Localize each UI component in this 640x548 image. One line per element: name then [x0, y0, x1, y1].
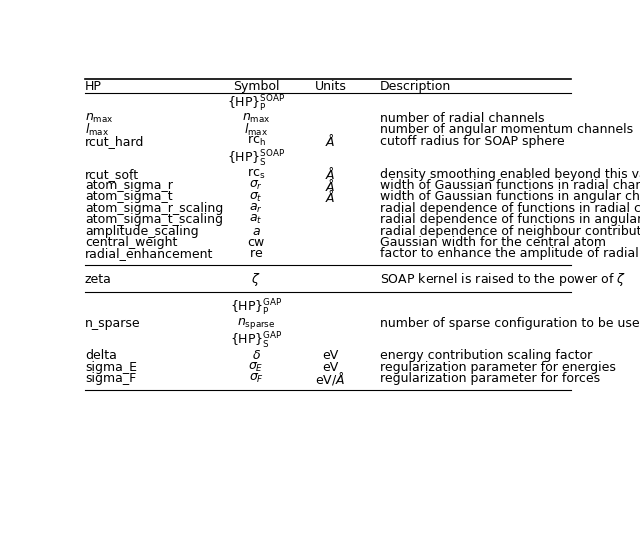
Text: cutoff radius for SOAP sphere: cutoff radius for SOAP sphere — [380, 135, 564, 148]
Text: radial dependence of neighbour contribution: radial dependence of neighbour contribut… — [380, 225, 640, 238]
Text: SOAP kernel is raised to the power of $\zeta$: SOAP kernel is raised to the power of $\… — [380, 271, 627, 288]
Text: width of Gaussian functions in angular channels: width of Gaussian functions in angular c… — [380, 191, 640, 203]
Text: number of radial channels: number of radial channels — [380, 112, 545, 125]
Text: n_sparse: n_sparse — [85, 317, 141, 330]
Text: $\sigma_r$: $\sigma_r$ — [249, 179, 263, 192]
Text: Symbol: Symbol — [233, 79, 279, 93]
Text: sigma_F: sigma_F — [85, 372, 136, 385]
Text: atom_sigma_r: atom_sigma_r — [85, 179, 173, 192]
Text: regularization parameter for forces: regularization parameter for forces — [380, 372, 600, 385]
Text: regularization parameter for energies: regularization parameter for energies — [380, 361, 616, 374]
Text: number of angular momentum channels: number of angular momentum channels — [380, 123, 633, 136]
Text: $n_{\mathrm{sparse}}$: $n_{\mathrm{sparse}}$ — [237, 316, 275, 330]
Text: Gaussian width for the central atom: Gaussian width for the central atom — [380, 236, 606, 249]
Text: Description: Description — [380, 79, 451, 93]
Text: energy contribution scaling factor: energy contribution scaling factor — [380, 349, 593, 362]
Text: Units: Units — [314, 79, 346, 93]
Text: $\{\mathrm{HP}\}_{\mathrm{S}}^{\mathrm{GAP}}$: $\{\mathrm{HP}\}_{\mathrm{S}}^{\mathrm{G… — [230, 331, 282, 351]
Text: delta: delta — [85, 349, 117, 362]
Text: eV: eV — [323, 349, 339, 362]
Text: zeta: zeta — [85, 273, 112, 286]
Text: $\{\mathrm{HP}\}_{\mathrm{P}}^{\mathrm{SOAP}}$: $\{\mathrm{HP}\}_{\mathrm{P}}^{\mathrm{S… — [227, 94, 285, 114]
Text: $\{\mathrm{HP}\}_{\mathrm{P}}^{\mathrm{GAP}}$: $\{\mathrm{HP}\}_{\mathrm{P}}^{\mathrm{G… — [230, 298, 282, 318]
Text: $n_{\mathrm{max}}$: $n_{\mathrm{max}}$ — [85, 112, 114, 125]
Text: rcut_hard: rcut_hard — [85, 135, 145, 148]
Text: HP: HP — [85, 79, 102, 93]
Text: $\{\mathrm{HP}\}_{\mathrm{S}}^{\mathrm{SOAP}}$: $\{\mathrm{HP}\}_{\mathrm{S}}^{\mathrm{S… — [227, 150, 285, 169]
Text: $\mathrm{re}$: $\mathrm{re}$ — [249, 248, 263, 260]
Text: $\AA$: $\AA$ — [325, 178, 335, 193]
Text: amplitude_scaling: amplitude_scaling — [85, 225, 198, 238]
Text: rcut_soft: rcut_soft — [85, 168, 139, 181]
Text: $l_{\mathrm{max}}$: $l_{\mathrm{max}}$ — [244, 122, 268, 138]
Text: number of sparse configuration to be used: number of sparse configuration to be use… — [380, 317, 640, 330]
Text: factor to enhance the amplitude of radial Gaussians: factor to enhance the amplitude of radia… — [380, 248, 640, 260]
Text: density smoothing enabled beyond this value: density smoothing enabled beyond this va… — [380, 168, 640, 181]
Text: radial_enhancement: radial_enhancement — [85, 248, 213, 260]
Text: $\sigma_t$: $\sigma_t$ — [249, 191, 263, 203]
Text: $a_t$: $a_t$ — [250, 213, 263, 226]
Text: radial dependence of functions in radial channels: radial dependence of functions in radial… — [380, 202, 640, 215]
Text: $l_{\mathrm{max}}$: $l_{\mathrm{max}}$ — [85, 122, 109, 138]
Text: $\AA$: $\AA$ — [325, 166, 335, 182]
Text: atom_sigma_t: atom_sigma_t — [85, 191, 173, 203]
Text: $\mathrm{rc}_{\mathrm{h}}$: $\mathrm{rc}_{\mathrm{h}}$ — [246, 134, 266, 149]
Text: $\AA$: $\AA$ — [325, 133, 335, 149]
Text: $\delta$: $\delta$ — [252, 349, 260, 362]
Text: $n_{\mathrm{max}}$: $n_{\mathrm{max}}$ — [242, 112, 271, 125]
Text: $a$: $a$ — [252, 225, 260, 238]
Text: central_weight: central_weight — [85, 236, 177, 249]
Text: radial dependence of functions in angular channels: radial dependence of functions in angula… — [380, 213, 640, 226]
Text: $a_r$: $a_r$ — [249, 202, 263, 215]
Text: $\mathrm{rc}_{\mathrm{s}}$: $\mathrm{rc}_{\mathrm{s}}$ — [247, 167, 265, 181]
Text: $\sigma_E$: $\sigma_E$ — [248, 361, 264, 374]
Text: $\mathrm{cw}$: $\mathrm{cw}$ — [247, 236, 266, 249]
Text: $\zeta$: $\zeta$ — [252, 271, 260, 288]
Text: eV: eV — [323, 361, 339, 374]
Text: eV/$\AA$: eV/$\AA$ — [316, 370, 346, 387]
Text: width of Gaussian functions in radial channels: width of Gaussian functions in radial ch… — [380, 179, 640, 192]
Text: atom_sigma_r_scaling: atom_sigma_r_scaling — [85, 202, 223, 215]
Text: atom_sigma_t_scaling: atom_sigma_t_scaling — [85, 213, 223, 226]
Text: $\sigma_F$: $\sigma_F$ — [248, 372, 264, 385]
Text: sigma_E: sigma_E — [85, 361, 137, 374]
Text: $\AA$: $\AA$ — [325, 189, 335, 205]
